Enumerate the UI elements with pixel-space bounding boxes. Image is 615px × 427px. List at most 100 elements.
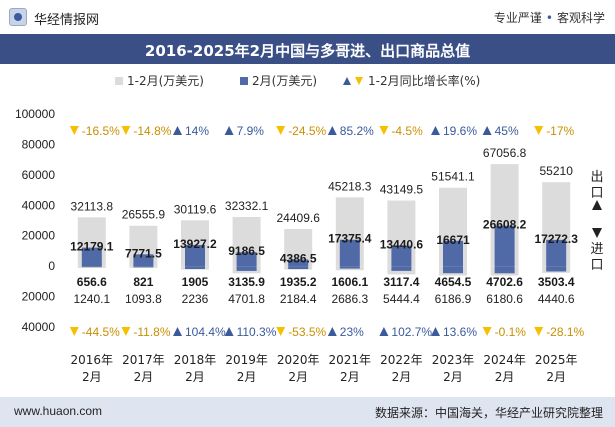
export-month-label: 26608.2 <box>483 218 527 232</box>
x-tick-label-year: 2018年 <box>174 353 217 367</box>
export-yoy-label: -4.5% <box>391 124 423 138</box>
export-month-bar <box>133 254 154 267</box>
export-yoy-label: -17% <box>546 124 574 138</box>
import-month-label: 821 <box>133 275 153 289</box>
x-tick-label-month: 2月 <box>546 370 566 384</box>
import-cumulative-label: 2184.4 <box>280 292 317 306</box>
x-tick-label-month: 2月 <box>288 370 308 384</box>
import-month-label: 4702.6 <box>486 275 523 289</box>
import-yoy-label: 102.7% <box>391 325 432 339</box>
x-tick-label-month: 2月 <box>82 370 102 384</box>
y-tick-label: 40000 <box>22 320 56 334</box>
import-month-label: 3503.4 <box>538 275 575 289</box>
export-yoy-down-icon <box>276 126 286 135</box>
import-yoy-up-icon <box>224 327 234 336</box>
import-month-label: 656.6 <box>77 275 107 289</box>
export-cumulative-label: 32113.8 <box>71 199 114 213</box>
y-tick-label: 40000 <box>22 198 56 212</box>
export-cumulative-label: 45218.3 <box>328 179 372 193</box>
x-tick-label-year: 2020年 <box>277 353 320 367</box>
import-month-label: 3135.9 <box>228 275 265 289</box>
import-yoy-up-icon <box>431 327 440 336</box>
export-yoy-up-icon <box>482 126 492 135</box>
export-yoy-up-icon <box>224 126 234 135</box>
export-month-bar <box>236 252 257 267</box>
x-tick-label-month: 2月 <box>185 370 205 384</box>
export-month-label: 17375.4 <box>328 232 372 246</box>
x-tick-label-year: 2025年 <box>535 353 578 367</box>
slogan-right: 客观科学 <box>556 11 605 25</box>
x-tick-label-year: 2019年 <box>225 353 268 367</box>
y-tick-label: 20000 <box>22 290 56 304</box>
import-month-label: 1935.2 <box>280 275 317 289</box>
export-cumulative-label: 55210 <box>540 164 574 178</box>
import-month-bar <box>185 266 205 270</box>
export-yoy-label: 45% <box>495 124 519 138</box>
export-cumulative-label: 26555.9 <box>122 208 166 222</box>
import-yoy-label: 23% <box>340 325 364 339</box>
export-month-label: 13440.6 <box>380 238 424 252</box>
export-month-bar <box>185 244 205 267</box>
import-month-bar <box>391 266 412 271</box>
export-yoy-label: -24.5% <box>288 124 326 138</box>
import-yoy-label: 110.3% <box>237 325 277 339</box>
x-tick-label-year: 2021年 <box>329 353 372 367</box>
import-cumulative-label: 1240.1 <box>73 292 110 306</box>
import-month-bar <box>546 266 567 272</box>
export-month-bar <box>391 245 412 267</box>
export-yoy-label: 7.9% <box>237 124 265 138</box>
y-axis: 100000 80000 60000 40000 20000 0 20000 40000 <box>15 107 55 334</box>
export-cumulative-label: 51541.1 <box>431 170 475 184</box>
export-cumulative-label: 43149.5 <box>380 182 424 196</box>
export-cumulative-label: 32332.1 <box>225 199 269 213</box>
legend-swatch-month <box>240 77 248 85</box>
y-tick-label: 20000 <box>22 229 56 243</box>
export-cumulative-label: 67056.8 <box>483 146 527 160</box>
export-side-char: 出 <box>590 170 603 185</box>
import-month-label: 4654.5 <box>435 275 472 289</box>
export-yoy-down-icon <box>534 126 544 135</box>
legend-swatch-cumulative <box>115 77 123 85</box>
slogan: 专业严谨 • 客观科学 <box>494 9 605 26</box>
export-yoy-label: -14.8% <box>133 124 171 138</box>
import-cumulative-label: 2686.3 <box>331 292 368 306</box>
bullet-icon: • <box>545 11 553 25</box>
export-yoy-down-icon <box>379 126 389 135</box>
y-tick-label: 100000 <box>15 107 55 121</box>
import-month-bar <box>288 266 309 270</box>
x-tick-label-year: 2024年 <box>483 353 526 367</box>
import-month-bar <box>339 266 360 269</box>
x-tick-label-month: 2月 <box>495 370 515 384</box>
data-labels: 32113.812179.1656.61240.1-16.5%-44.5%201… <box>69 124 585 384</box>
export-month-label: 17272.3 <box>535 232 579 246</box>
legend-label-yoy: 1-2月同比增长率(%) <box>368 73 480 88</box>
import-month-label: 1606.1 <box>331 275 368 289</box>
import-yoy-down-icon <box>276 327 286 336</box>
import-month-bar <box>133 266 154 268</box>
export-month-bar <box>288 259 309 267</box>
chart-title: 2016-2025年2月中国与多哥进、出口商品总值 <box>144 42 471 60</box>
site-name: 华经情报网 <box>34 13 100 28</box>
import-cumulative-label: 4440.6 <box>538 292 575 306</box>
export-yoy-label: -16.5% <box>82 124 120 138</box>
export-yoy-down-icon <box>69 126 79 135</box>
import-yoy-label: -53.5% <box>288 325 326 339</box>
export-cumulative-label: 24409.6 <box>277 211 321 225</box>
top-bar: 华经情报网 专业严谨 • 客观科学 <box>0 0 615 34</box>
export-month-label: 12179.1 <box>70 240 114 254</box>
x-tick-label-month: 2月 <box>443 370 463 384</box>
x-tick-label-month: 2月 <box>134 370 154 384</box>
export-month-bar <box>339 239 360 267</box>
import-month-bar <box>81 266 102 268</box>
import-month-label: 1905 <box>182 275 209 289</box>
import-cumulative-label: 4701.8 <box>228 292 265 306</box>
x-tick-label-year: 2017年 <box>122 353 165 367</box>
export-month-bar <box>494 225 515 267</box>
import-month-bar <box>236 266 257 271</box>
slogan-left: 专业严谨 <box>493 11 542 25</box>
import-yoy-down-icon <box>121 327 131 336</box>
y-tick-label: 80000 <box>22 137 56 151</box>
export-month-label: 9186.5 <box>228 244 265 258</box>
